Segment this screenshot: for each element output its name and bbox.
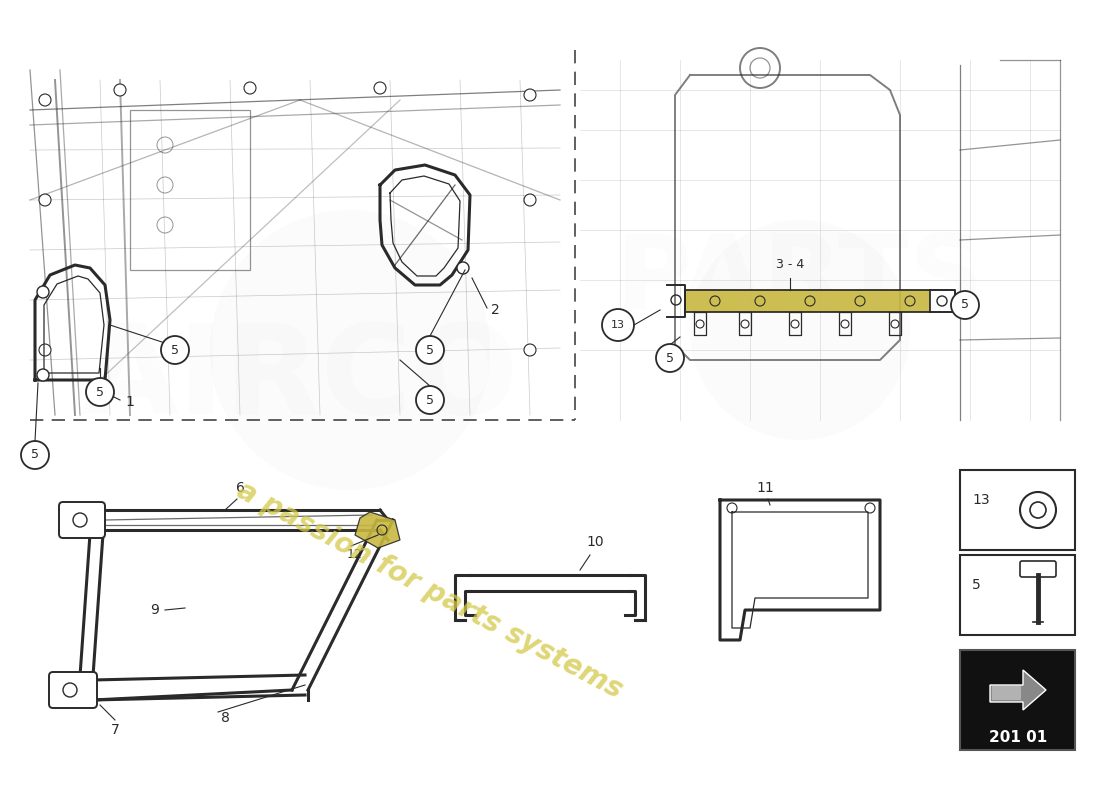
- Text: 10: 10: [586, 535, 604, 549]
- FancyBboxPatch shape: [1020, 561, 1056, 577]
- Text: 11: 11: [756, 481, 774, 495]
- FancyBboxPatch shape: [960, 650, 1075, 750]
- Circle shape: [456, 262, 469, 274]
- Circle shape: [39, 194, 51, 206]
- Text: 5: 5: [972, 578, 981, 592]
- FancyBboxPatch shape: [59, 502, 104, 538]
- Text: 5: 5: [31, 449, 38, 462]
- Circle shape: [161, 336, 189, 364]
- Circle shape: [37, 286, 50, 298]
- Circle shape: [37, 369, 50, 381]
- Polygon shape: [990, 670, 1046, 710]
- FancyBboxPatch shape: [960, 470, 1075, 550]
- Text: 5: 5: [426, 394, 434, 406]
- Text: 1: 1: [125, 395, 134, 409]
- Text: 9: 9: [151, 603, 160, 617]
- Text: 12: 12: [348, 549, 363, 562]
- Circle shape: [416, 336, 444, 364]
- Circle shape: [210, 210, 490, 490]
- Circle shape: [374, 82, 386, 94]
- Text: 2: 2: [491, 303, 499, 317]
- Text: 3 - 4: 3 - 4: [776, 258, 804, 271]
- Text: 6: 6: [235, 481, 244, 495]
- Text: 5: 5: [170, 343, 179, 357]
- FancyBboxPatch shape: [50, 672, 97, 708]
- Polygon shape: [685, 290, 929, 312]
- Text: 13: 13: [610, 320, 625, 330]
- Polygon shape: [355, 512, 400, 548]
- Text: 13: 13: [972, 493, 990, 507]
- Text: a passion for parts systems: a passion for parts systems: [232, 476, 628, 704]
- Circle shape: [690, 220, 910, 440]
- Circle shape: [86, 378, 114, 406]
- Text: 5: 5: [96, 386, 104, 398]
- Text: 5: 5: [666, 351, 674, 365]
- Text: 201 01: 201 01: [989, 730, 1047, 745]
- Circle shape: [602, 309, 634, 341]
- Circle shape: [114, 84, 126, 96]
- Text: 5: 5: [426, 343, 434, 357]
- Circle shape: [524, 89, 536, 101]
- Text: AIRCO: AIRCO: [81, 319, 519, 441]
- Text: 7: 7: [111, 723, 120, 737]
- Circle shape: [524, 344, 536, 356]
- Circle shape: [39, 344, 51, 356]
- Polygon shape: [992, 686, 1021, 700]
- Circle shape: [39, 94, 51, 106]
- Circle shape: [21, 441, 50, 469]
- Circle shape: [416, 386, 444, 414]
- Text: 5: 5: [961, 298, 969, 311]
- Circle shape: [244, 82, 256, 94]
- Text: PARTS: PARTS: [616, 230, 984, 330]
- FancyBboxPatch shape: [960, 555, 1075, 635]
- Text: 8: 8: [221, 711, 230, 725]
- Circle shape: [952, 291, 979, 319]
- Circle shape: [656, 344, 684, 372]
- Circle shape: [524, 194, 536, 206]
